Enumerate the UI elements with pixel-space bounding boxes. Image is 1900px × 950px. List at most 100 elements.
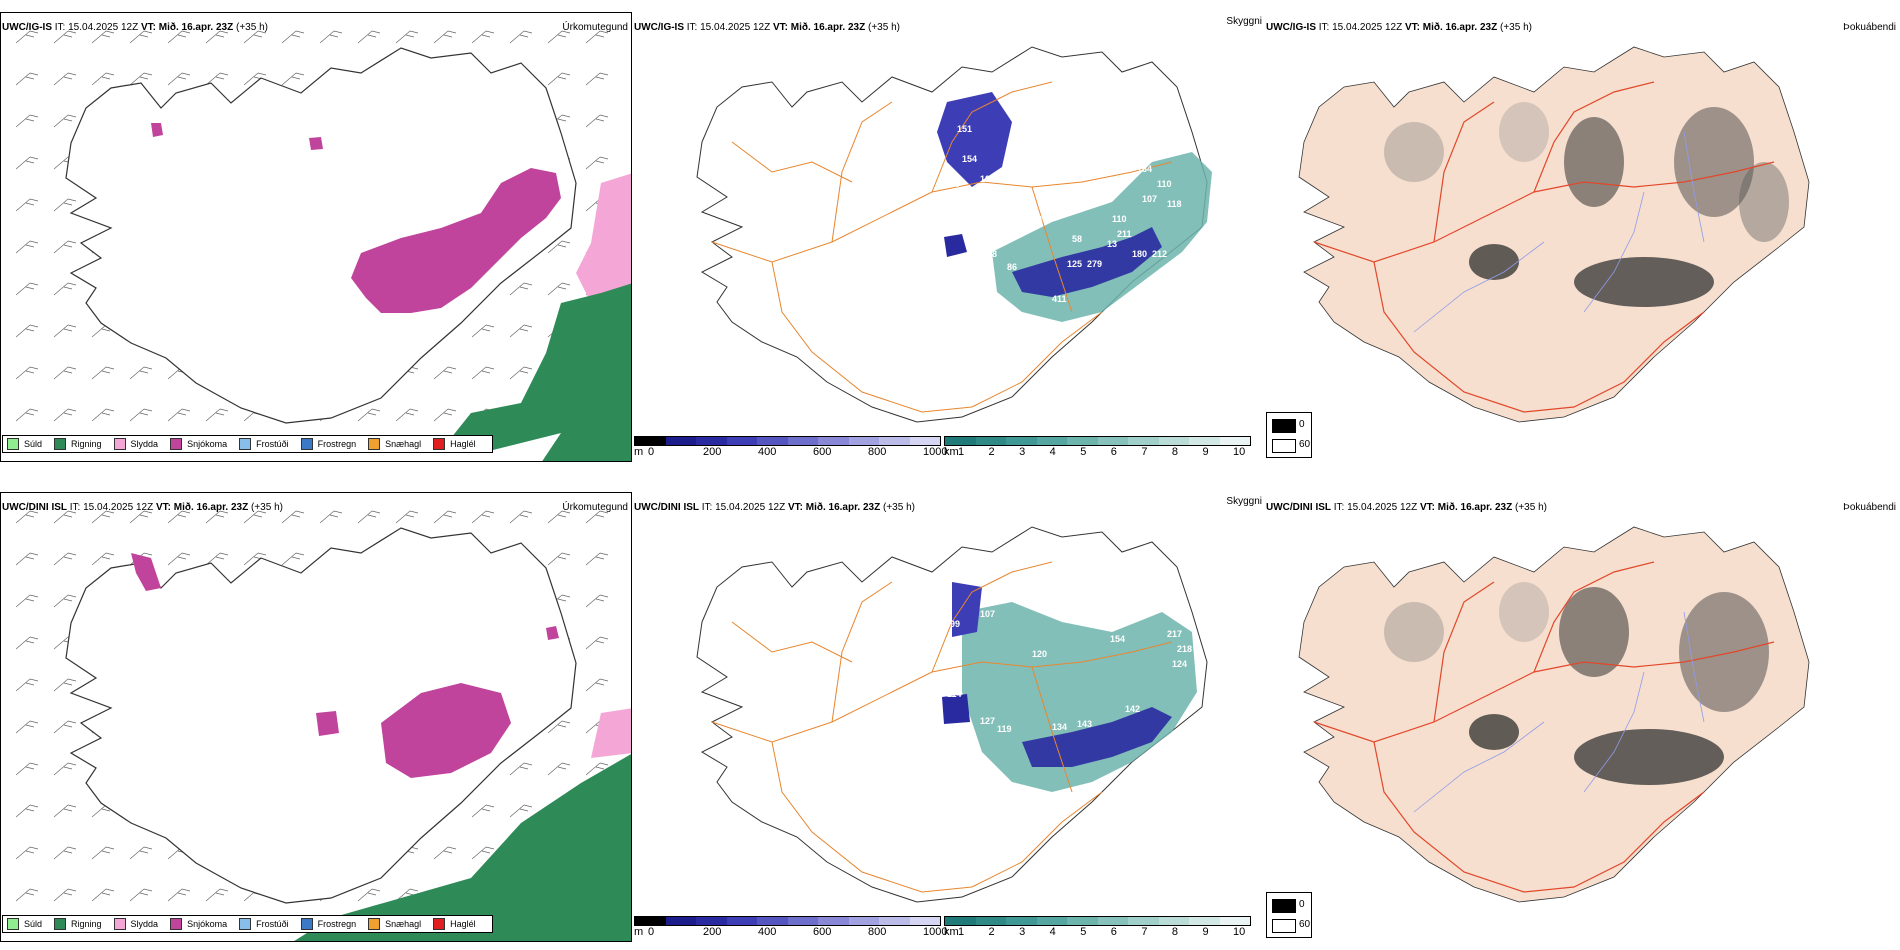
iceland-land-fog xyxy=(1298,526,1810,903)
wind-barb xyxy=(433,510,457,524)
wind-barb xyxy=(53,282,77,296)
wind-barb xyxy=(357,510,381,524)
rivers xyxy=(1413,131,1705,333)
wind-barb xyxy=(15,324,39,338)
legend-label: Snæhagl xyxy=(385,439,422,449)
colorbar-swatch xyxy=(1158,437,1189,445)
legend-label: Slydda xyxy=(130,439,159,449)
wind-barb xyxy=(91,846,115,860)
precip-type-panel-top: UWC/IG-IS IT: 15.04.2025 12Z VT: Mið. 16… xyxy=(0,12,632,462)
legend-label: Haglél xyxy=(450,919,476,929)
vis-value-label: 151 xyxy=(957,124,972,134)
wind-barb xyxy=(15,636,39,650)
wind-barb xyxy=(281,30,305,44)
colorbar-swatch xyxy=(1036,437,1067,445)
legend-item: Rigning xyxy=(54,918,102,930)
fog-panel-top: UWC/IG-IS IT: 15.04.2025 12Z VT: Mið. 16… xyxy=(1264,12,1900,462)
legend-swatch xyxy=(170,438,183,450)
wind-barb xyxy=(91,72,115,86)
low-vis-blue-west xyxy=(942,694,970,724)
colorbar-tick: 400 xyxy=(758,926,777,938)
snow-area-coast-ne xyxy=(546,626,559,640)
snow-area-east xyxy=(381,683,511,778)
panel-header: UWC/DINI ISL IT: 15.04.2025 12Z VT: Mið.… xyxy=(2,502,283,513)
legend-label: Rigning xyxy=(71,919,102,929)
vis-value-label: 110 xyxy=(1112,214,1127,224)
wind-barb xyxy=(167,510,191,524)
wind-barb xyxy=(205,552,229,566)
wind-barb xyxy=(15,762,39,776)
wind-barb xyxy=(91,366,115,380)
colorbar-swatch xyxy=(1067,437,1098,445)
wind-barb xyxy=(15,408,39,422)
colorbar-swatch xyxy=(726,917,757,925)
snow-area-north xyxy=(309,137,323,150)
legend-label: Haglél xyxy=(450,439,476,449)
wind-barb xyxy=(471,366,495,380)
legend-item: Súld xyxy=(7,438,42,450)
wind-barb xyxy=(53,804,77,818)
iceland-land-fog xyxy=(1298,46,1810,423)
legend-label: Súld xyxy=(24,439,43,449)
wind-barb xyxy=(509,30,533,44)
colorbar-tick: 6 xyxy=(1110,926,1117,938)
wind-barb xyxy=(53,552,77,566)
wind-barb xyxy=(395,408,419,422)
fog-roads xyxy=(1313,561,1775,893)
colorbar-swatch xyxy=(909,437,940,445)
colorbar-swatch xyxy=(818,437,849,445)
wind-barb xyxy=(15,510,39,524)
colorbar-unit: m xyxy=(634,446,644,458)
colorbar-tick: 0 xyxy=(648,446,655,458)
wind-barb xyxy=(357,888,381,902)
vis-value-label: 118 xyxy=(1167,199,1182,209)
wind-barb xyxy=(205,30,229,44)
colorbar-tick: 200 xyxy=(703,926,722,938)
rain-area-se xyxy=(451,283,631,461)
legend-swatch xyxy=(433,918,446,930)
wind-barb xyxy=(433,30,457,44)
precip-legend: Súld Rigning Slydda Snjókoma Frostúði Fr… xyxy=(2,915,493,933)
precip-legend: Súld Rigning Slydda Snjókoma Frostúði Fr… xyxy=(2,435,493,453)
wind-barb xyxy=(15,552,39,566)
legend-item: Snæhagl xyxy=(368,918,421,930)
vis-value-label: 120 xyxy=(1032,649,1047,659)
colorbar-tick: 10 xyxy=(1233,926,1246,938)
vis-value-label: 164 xyxy=(1137,164,1152,174)
wind-barb xyxy=(585,156,609,170)
vis-value-label: 279 xyxy=(1087,259,1102,269)
colorbar-tick: 3 xyxy=(1019,926,1026,938)
wind-barb xyxy=(547,510,571,524)
legend-label: Frostregn xyxy=(317,439,357,449)
legend-swatch xyxy=(239,438,252,450)
vis-value-label: 86 xyxy=(1007,262,1017,272)
wind-barb xyxy=(167,552,191,566)
legend-item: Súld xyxy=(7,918,42,930)
colorbar-swatch xyxy=(1219,437,1250,445)
colorbar-tick: 7 xyxy=(1141,446,1148,458)
wind-barb xyxy=(53,678,77,692)
precip-type-map-bottom xyxy=(0,492,632,942)
colorbar-swatch xyxy=(696,437,727,445)
legend-item: Frostregn xyxy=(300,918,356,930)
vis-value-label: 193 xyxy=(1072,144,1087,154)
colorbar-unit: km xyxy=(944,446,959,458)
wind-barb xyxy=(509,762,533,776)
legend-swatch xyxy=(54,918,67,930)
colorbar-swatch xyxy=(848,437,879,445)
colorbar-swatch xyxy=(1006,437,1037,445)
wind-barb xyxy=(547,552,571,566)
legend-item: Rigning xyxy=(54,438,102,450)
panel-title: Úrkomutegund xyxy=(562,22,628,33)
vis-colorbar-km: km 1 2 3 4 5 6 7 8 9 10 xyxy=(944,916,1251,942)
precip-type-panel-bottom: UWC/DINI ISL IT: 15.04.2025 12Z VT: Mið.… xyxy=(0,492,632,942)
wind-barb xyxy=(433,366,457,380)
wind-barb xyxy=(509,282,533,296)
low-vis-blue-west xyxy=(944,234,967,257)
legend-item: Haglél xyxy=(433,918,476,930)
low-vis-blue-north xyxy=(937,92,1012,187)
low-vis-blue-north xyxy=(952,582,982,637)
legend-item: Frostúði xyxy=(239,438,289,450)
